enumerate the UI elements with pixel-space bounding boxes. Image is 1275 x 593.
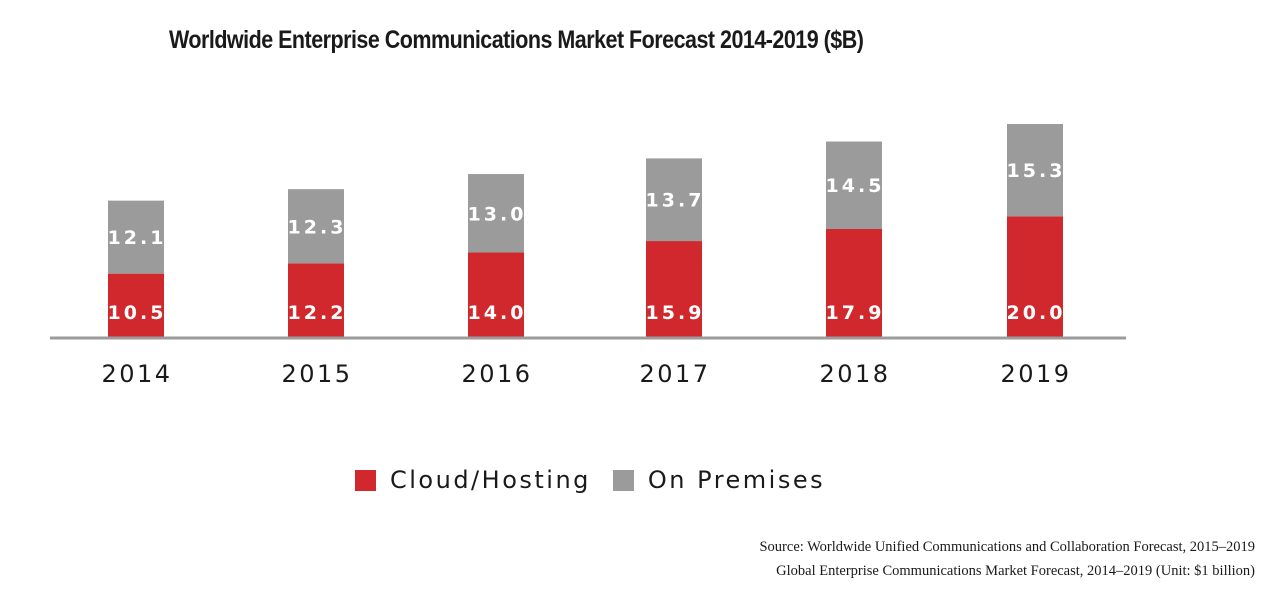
data-label-cloud-hosting-2016: 14.0 [468, 302, 527, 324]
data-label-on-premises-2014: 12.1 [108, 227, 167, 249]
bar-on-premises-2015 [288, 189, 344, 264]
source-line-2: Global Enterprise Communications Market … [776, 563, 1255, 579]
x-tick-labels: 2014 2015 2016 2017 2018 2019 [101, 360, 1071, 388]
bars-group: 10.5 12.1 12.2 12.3 14.0 13.0 15.9 13.7 17.9 14.5… [108, 124, 1066, 337]
x-tick-label-2016: 2016 [461, 360, 532, 388]
bar-cloud-hosting-2014 [108, 273, 164, 337]
data-label-cloud-hosting-2017: 15.9 [646, 302, 705, 324]
bar-on-premises-2018 [826, 141, 882, 229]
x-tick-label-2015: 2015 [281, 360, 352, 388]
legend-item-cloud-hosting: Cloud/Hosting [355, 466, 591, 494]
source-note: Source: Worldwide Unified Communications… [759, 535, 1255, 583]
source-line-1: Source: Worldwide Unified Communications… [759, 539, 1255, 555]
legend: Cloud/Hosting On Premises [355, 466, 847, 494]
data-label-cloud-hosting-2015: 12.2 [288, 302, 347, 324]
x-tick-label-2018: 2018 [819, 360, 890, 388]
bar-on-premises-2017 [646, 158, 702, 242]
bar-cloud-hosting-2017 [646, 241, 702, 337]
data-label-on-premises-2017: 13.7 [646, 190, 705, 212]
bar-on-premises-2014 [108, 200, 164, 274]
data-label-cloud-hosting-2018: 17.9 [826, 302, 885, 324]
x-tick-label-2019: 2019 [1000, 360, 1071, 388]
data-label-on-premises-2018: 14.5 [826, 175, 885, 197]
bar-cloud-hosting-2015 [288, 263, 344, 337]
legend-swatch-cloud-hosting [355, 469, 376, 491]
bar-cloud-hosting-2018 [826, 228, 882, 337]
bar-on-premises-2016 [468, 174, 524, 253]
data-label-on-premises-2015: 12.3 [288, 216, 347, 238]
data-label-on-premises-2019: 15.3 [1007, 160, 1066, 182]
bar-cloud-hosting-2016 [468, 252, 524, 337]
legend-label-on-premises: On Premises [647, 466, 826, 494]
legend-item-on-premises: On Premises [612, 466, 826, 494]
bar-on-premises-2019 [1007, 124, 1063, 217]
x-tick-label-2017: 2017 [639, 360, 710, 388]
legend-label-cloud-hosting: Cloud/Hosting [390, 466, 591, 494]
x-tick-label-2014: 2014 [101, 360, 172, 388]
data-label-cloud-hosting-2019: 20.0 [1007, 302, 1066, 324]
legend-swatch-on-premises [612, 469, 634, 491]
data-label-on-premises-2016: 13.0 [468, 203, 527, 225]
chart-title: Worldwide Enterprise Communications Mark… [169, 26, 864, 54]
data-label-cloud-hosting-2014: 10.5 [108, 302, 167, 324]
bar-cloud-hosting-2019 [1007, 216, 1063, 337]
